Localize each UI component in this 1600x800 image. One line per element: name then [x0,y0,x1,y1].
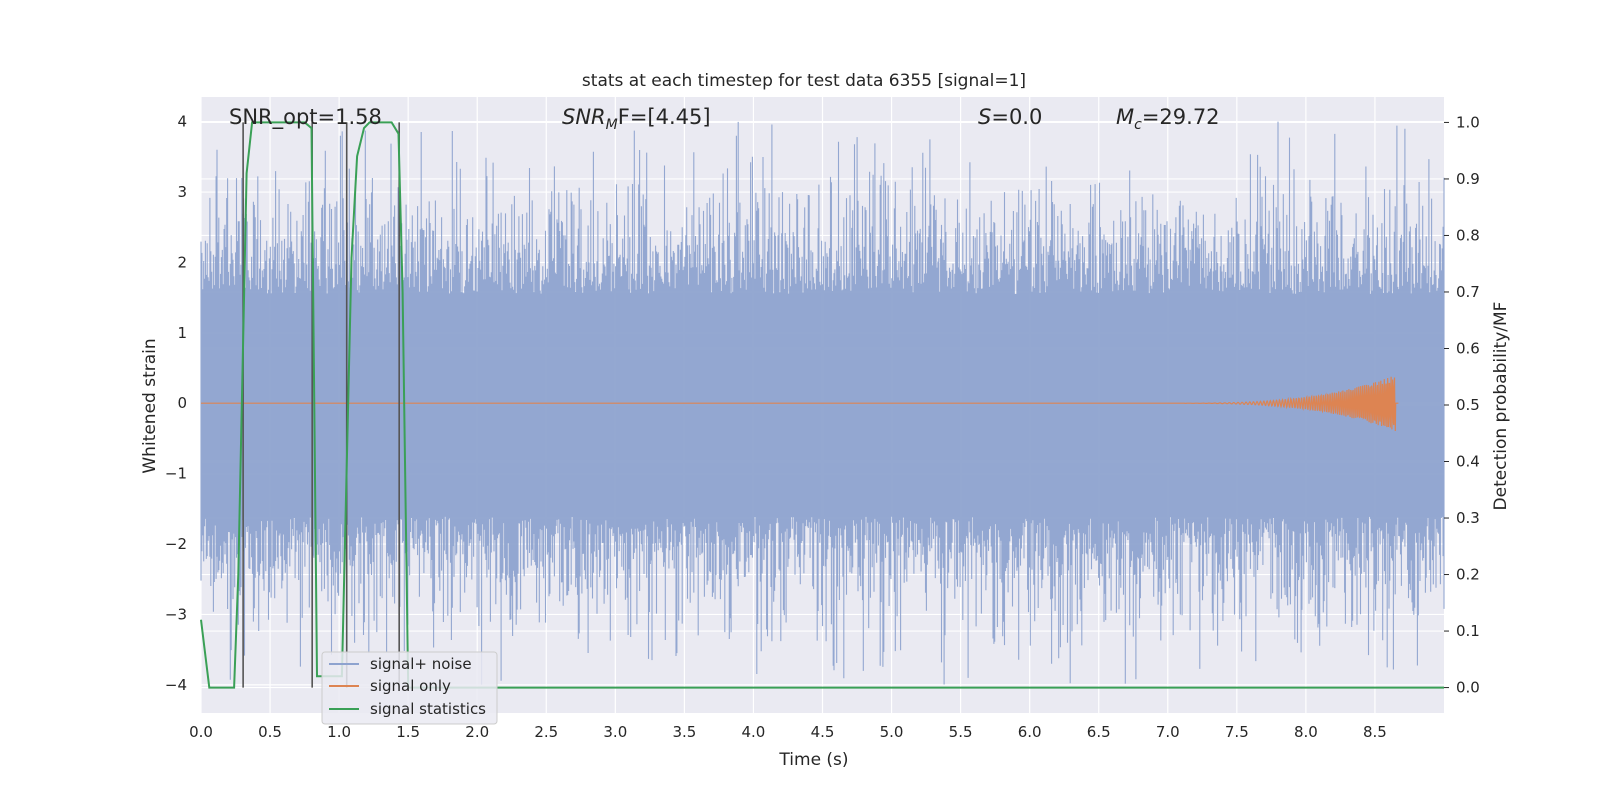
y2-tick-label: 0.4 [1456,453,1480,471]
legend-label-signal-only: signal only [370,677,451,695]
x-tick-label: 1.0 [327,723,351,741]
x-tick-label: 6.0 [1018,723,1042,741]
annotation-mc-symbol: M [1116,105,1134,129]
y-tick-label: −2 [165,535,187,553]
y2-tick-label: 1.0 [1456,113,1480,131]
x-tick-label: 0.5 [258,723,282,741]
x-axis-label: Time (s) [778,750,848,770]
x-tick-label: 8.5 [1363,723,1387,741]
x-tick-label: 2.0 [465,723,489,741]
y-tick-label: −4 [165,676,187,694]
x-tick-label: 2.5 [534,723,558,741]
annotation-snr-mf-base: SNR [562,105,606,129]
y2-tick-label: 0.1 [1456,622,1480,640]
x-tick-label: 7.5 [1225,723,1249,741]
x-tick-label: 7.0 [1156,723,1180,741]
y2-tick-label: 0.0 [1456,679,1480,697]
y2-tick-label: 0.7 [1456,283,1480,301]
legend: signal+ noise signal only signal statist… [321,651,498,725]
y-tick-label: −1 [165,465,187,483]
series-line-signal-only [201,376,1399,432]
annotation-snr-mf-rest: F=[4.45] [618,105,711,129]
y2-tick-label: 0.2 [1456,566,1480,584]
y-tick-label: 3 [177,183,187,201]
x-tick-label: 0.0 [189,723,213,741]
y2-axis-ticks: 1.0 0.9 0.8 0.7 0.6 0.5 0.4 0.3 0.2 0.1 0.0 [1444,113,1480,697]
y2-axis-label: Detection probability/MF [1491,302,1511,511]
y-tick-label: 2 [177,253,187,271]
annotation-s-symbol: S [978,105,991,129]
x-tick-label: 4.5 [811,723,835,741]
y-tick-label: 1 [177,324,187,342]
annotation-mc-sub: c [1134,117,1142,133]
plot-area [200,97,1445,713]
annotation-snr-mf-sub: M [606,117,618,133]
x-axis-ticks: 0.0 0.5 1.0 1.5 2.0 2.5 3.0 3.5 4.0 4.5 5.0 5.5 6.0 6… [189,723,1387,741]
chart-title: stats at each timestep for test data 635… [582,71,1026,91]
y-tick-label: 0 [177,394,187,412]
x-tick-label: 6.5 [1087,723,1111,741]
annotation-snr-opt: SNR_opt=1.58 [229,105,382,130]
annotation-mc: Mc=29.72 [1116,105,1220,133]
x-tick-label: 4.0 [742,723,766,741]
y-tick-label: −3 [165,605,187,623]
x-tick-label: 5.0 [880,723,904,741]
y2-tick-label: 0.5 [1456,396,1480,414]
y-axis-label: Whitened strain [140,338,160,473]
y2-tick-label: 0.6 [1456,339,1480,357]
series-signal-only [201,376,1399,432]
x-tick-label: 5.5 [949,723,973,741]
annotation-mc-value: =29.72 [1142,105,1220,129]
annotation-s-value: =0.0 [991,105,1042,129]
legend-box [321,651,498,725]
x-tick-label: 1.5 [396,723,420,741]
y-axis-ticks: 4 3 2 1 0 −1 −2 −3 −4 [165,113,187,694]
legend-label-signal-statistics: signal statistics [370,700,486,718]
annotation-snr-mf: SNRMF=[4.45] [562,105,711,133]
y2-tick-label: 0.8 [1456,226,1480,244]
annotation-s: S=0.0 [978,105,1042,129]
x-tick-label: 3.0 [603,723,627,741]
x-tick-label: 8.0 [1294,723,1318,741]
y2-tick-label: 0.3 [1456,509,1480,527]
legend-label-signal-plus-noise: signal+ noise [370,655,472,673]
y2-tick-label: 0.9 [1456,170,1480,188]
y-tick-label: 4 [177,113,187,131]
x-tick-label: 3.5 [672,723,696,741]
